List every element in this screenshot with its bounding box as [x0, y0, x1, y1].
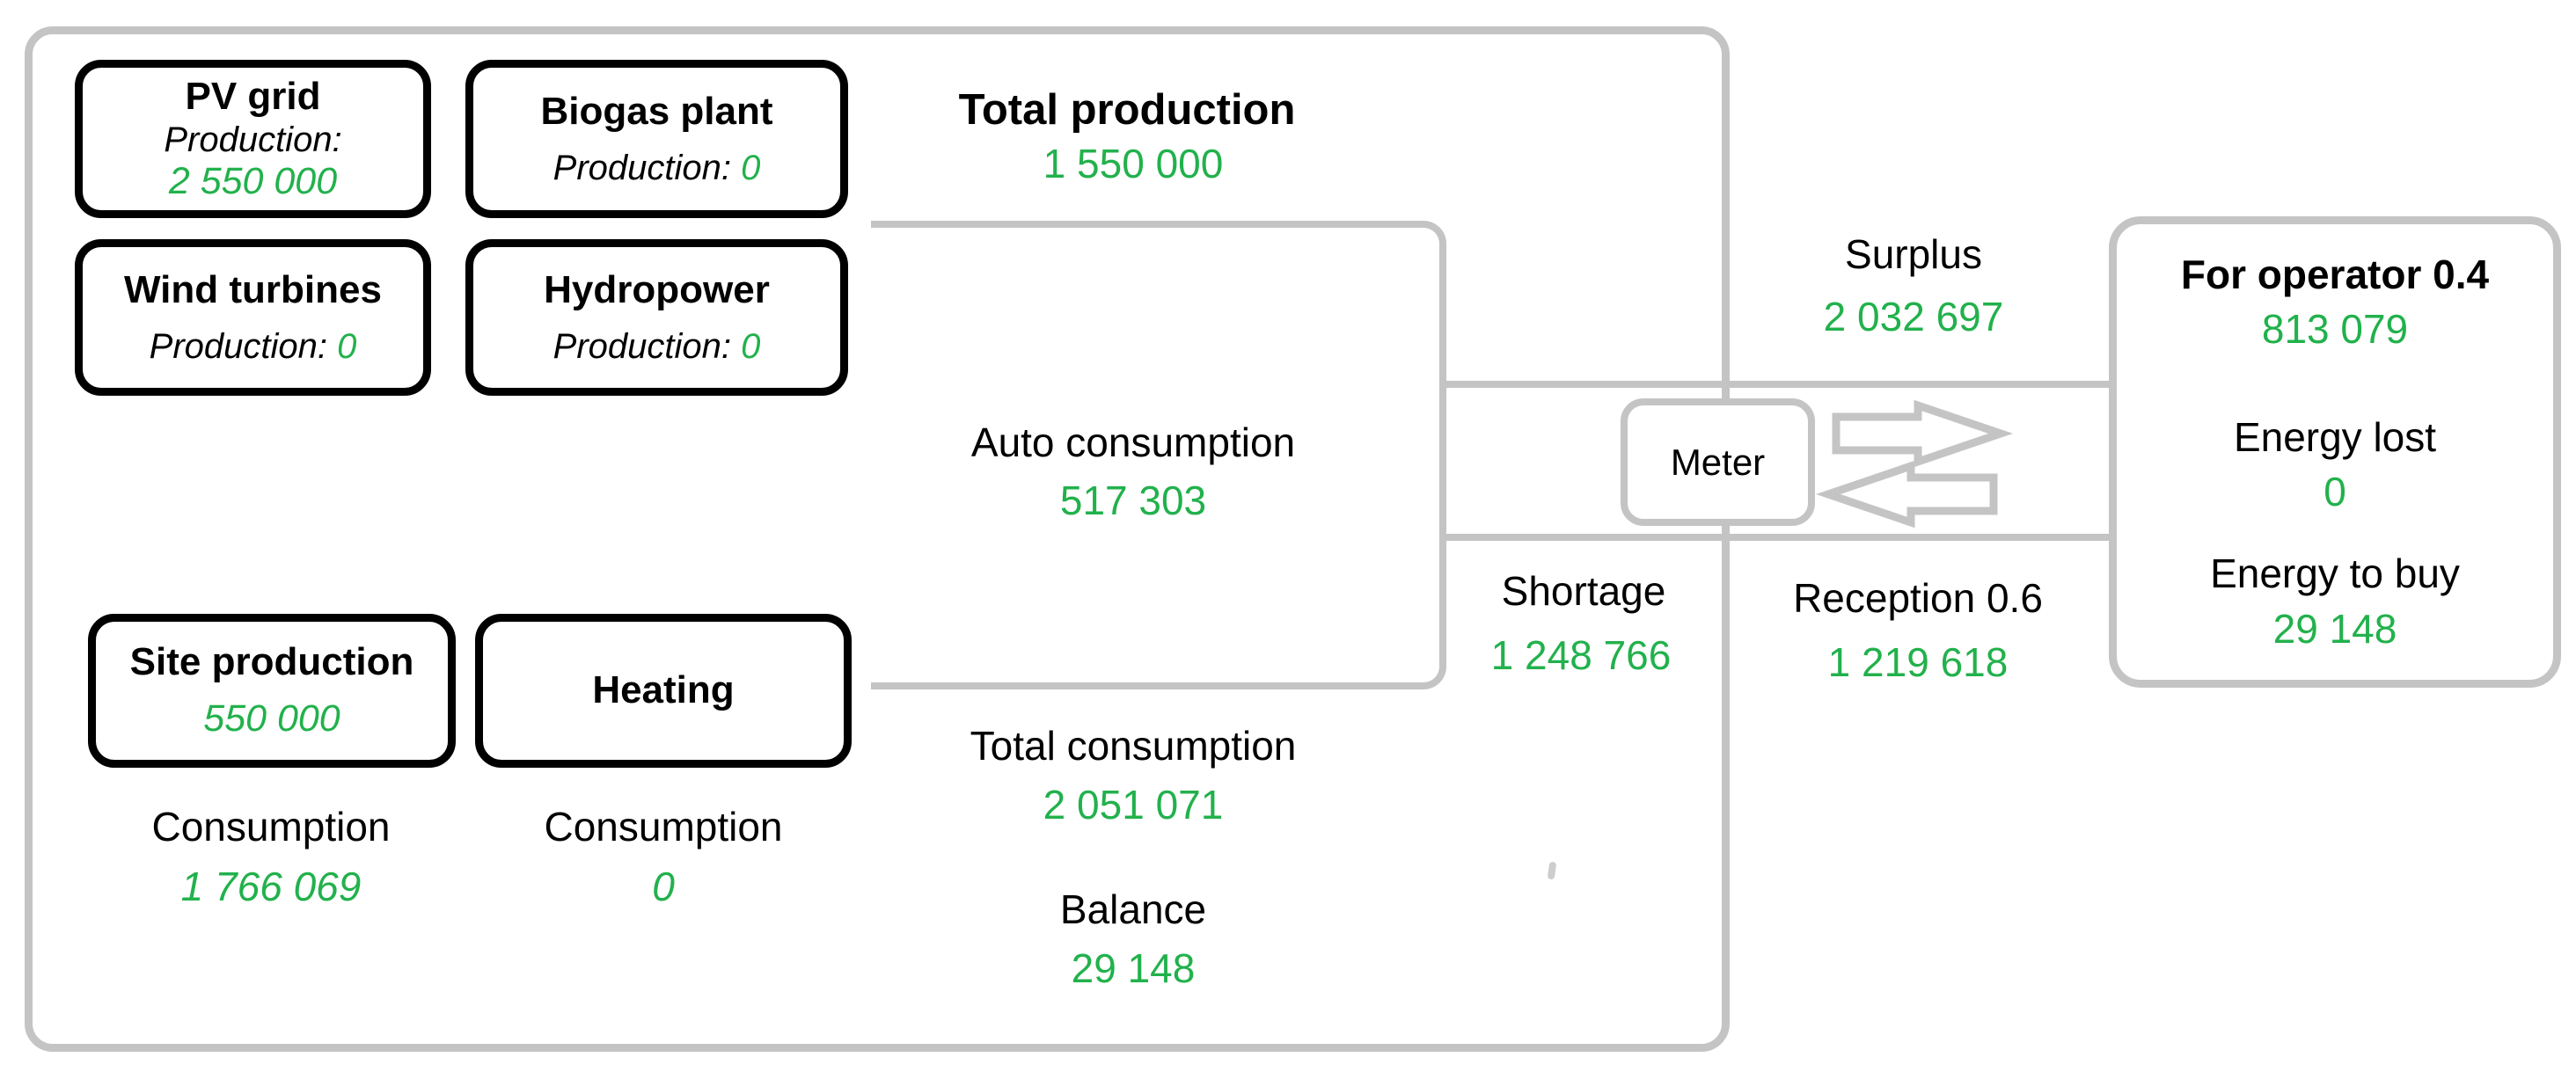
balance-label: Balance: [1059, 886, 1207, 932]
reception-flow-line: [1446, 534, 2113, 541]
hydro-title: Hydropower: [544, 267, 770, 311]
wind-turbines-node[interactable]: Wind turbines Production: 0: [75, 239, 431, 396]
auto-consumption-value: 517 303: [1059, 478, 1207, 523]
shortage-value: 1 248 766: [1490, 632, 1672, 678]
shortage-label: Shortage: [1501, 568, 1666, 614]
pv-grid-node[interactable]: PV grid Production: 2 550 000: [75, 60, 431, 218]
total-production-value: 1 550 000: [1043, 141, 1224, 186]
operator-value: 813 079: [2261, 306, 2409, 352]
heating-consumption-value: 0: [652, 864, 675, 909]
pv-grid-production-value: 2 550 000: [168, 159, 338, 202]
total-consumption-value: 2 051 071: [1043, 782, 1224, 828]
total-consumption-label: Total consumption: [970, 723, 1297, 769]
biogas-production-value: 0: [741, 149, 761, 188]
energy-lost-value: 0: [2324, 469, 2346, 514]
exchange-arrows-icon: [1816, 399, 2013, 529]
heating-consumption-label: Consumption: [544, 804, 783, 850]
energy-to-buy-label: Energy to buy: [2210, 551, 2460, 596]
surplus-label: Surplus: [1845, 231, 1982, 277]
energy-lost-label: Energy lost: [2233, 414, 2437, 460]
hydro-production-line: Production: 0: [553, 326, 761, 367]
biogas-production-label: Production:: [553, 149, 742, 188]
biogas-title: Biogas plant: [540, 89, 773, 133]
site-production-title: Site production: [129, 640, 414, 684]
heating-title: Heating: [592, 668, 735, 712]
biogas-production-line: Production: 0: [553, 148, 761, 188]
pv-grid-title: PV grid: [185, 74, 321, 118]
hydro-production-value: 0: [741, 327, 761, 367]
pv-grid-production-label: Production:: [164, 120, 342, 159]
wind-title: Wind turbines: [124, 267, 382, 311]
site-production-value: 550 000: [203, 697, 340, 740]
surplus-value: 2 032 697: [1823, 294, 2004, 339]
auto-consumption-outline: [871, 221, 1446, 689]
heating-node[interactable]: Heating: [475, 614, 852, 768]
meter-node[interactable]: Meter: [1621, 398, 1815, 526]
wind-production-label: Production:: [149, 327, 338, 367]
operator-node[interactable]: For operator 0.4 813 079 Energy lost 0 E…: [2109, 216, 2561, 688]
surplus-flow-line: [1446, 381, 2113, 388]
site-consumption-label: Consumption: [151, 804, 391, 850]
balance-value: 29 148: [1071, 945, 1196, 991]
total-production-label: Total production: [958, 86, 1296, 134]
reception-value: 1 219 618: [1827, 639, 2009, 685]
hydropower-node[interactable]: Hydropower Production: 0: [465, 239, 848, 396]
site-consumption-value: 1 766 069: [180, 864, 362, 909]
wind-production-line: Production: 0: [150, 326, 357, 367]
energy-to-buy-value: 29 148: [2272, 606, 2397, 652]
reception-label: Reception 0.6: [1793, 575, 2043, 621]
auto-consumption-label: Auto consumption: [970, 419, 1296, 465]
meter-label: Meter: [1670, 441, 1766, 483]
operator-title: For operator 0.4: [2180, 252, 2490, 297]
import-arrow-icon: [1816, 460, 1998, 529]
biogas-plant-node[interactable]: Biogas plant Production: 0: [465, 60, 848, 218]
export-arrow-icon: [1832, 399, 2013, 468]
site-production-node[interactable]: Site production 550 000: [88, 614, 456, 768]
hydro-production-label: Production:: [553, 327, 742, 367]
wind-production-value: 0: [337, 327, 357, 367]
